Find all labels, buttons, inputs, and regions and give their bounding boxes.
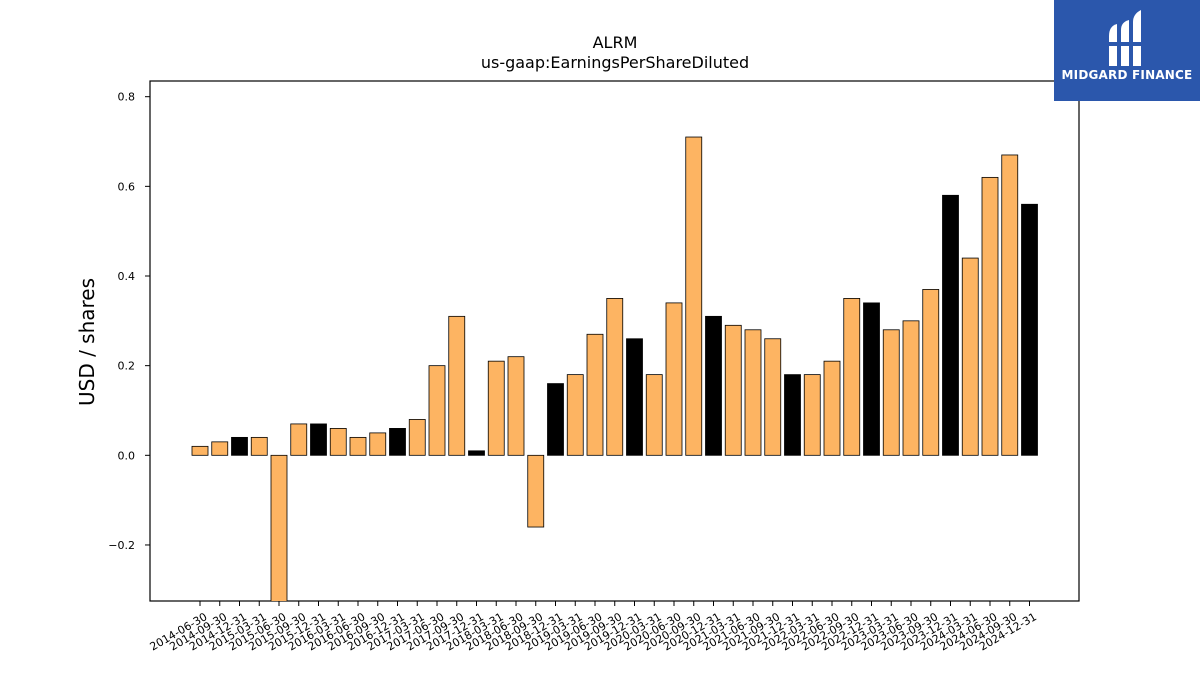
- bar-2023-06-30: [902, 320, 920, 456]
- bar-2022-03-31: [803, 374, 821, 456]
- bar-2024-03-31: [961, 257, 979, 456]
- bar-2022-12-31: [863, 302, 880, 456]
- bar-2016-06-30: [349, 436, 367, 456]
- bar-2024-06-30: [981, 176, 999, 456]
- bar-2022-06-30: [823, 360, 841, 456]
- y-axis-label: USD / shares: [75, 278, 99, 406]
- bar-2018-06-30: [507, 356, 525, 456]
- y-axis: −0.2 0.0 0.2 0.4 0.6 0.8: [108, 91, 150, 552]
- bar-2023-12-31: [942, 194, 959, 456]
- bar-2018-09-30: [527, 454, 545, 528]
- bar-2015-12-31: [310, 423, 327, 456]
- logo-text: MIDGARD FINANCE: [1061, 68, 1193, 82]
- bar-2014-09-30: [211, 441, 229, 456]
- y-tick-label: −0.2: [108, 539, 135, 552]
- bar-2018-03-31: [487, 360, 505, 456]
- y-tick-label: 0.8: [118, 91, 136, 104]
- bar-2020-03-31: [645, 374, 663, 456]
- bar-2019-09-30: [606, 298, 624, 456]
- y-tick-label: 0.4: [118, 270, 136, 283]
- bar-2016-03-31: [329, 428, 347, 456]
- bar-2019-03-31: [566, 374, 584, 456]
- bar-2016-12-31: [389, 428, 406, 456]
- bar-2018-12-31: [547, 383, 564, 456]
- bar-2015-06-30: [270, 454, 288, 601]
- x-axis: 2014-06-302014-09-302014-12-312015-03-31…: [148, 601, 1039, 653]
- y-tick-label: 0.2: [118, 360, 136, 373]
- bar-2017-09-30: [448, 315, 466, 456]
- brand-logo: MIDGARD FINANCE: [1054, 0, 1200, 101]
- bar-2019-12-31: [626, 338, 643, 456]
- logo-mark-icon: [1107, 10, 1143, 66]
- bar-2021-09-30: [764, 338, 782, 456]
- bar-2014-06-30: [191, 445, 209, 456]
- bar-2020-06-30: [665, 302, 683, 456]
- bar-2015-03-31: [250, 436, 268, 456]
- bar-2023-09-30: [922, 289, 940, 456]
- bar-2014-12-31: [231, 436, 248, 456]
- bar-2017-12-31: [468, 450, 485, 456]
- bar-2021-06-30: [744, 329, 762, 456]
- bar-2024-09-30: [1001, 154, 1019, 456]
- bar-2024-12-31: [1021, 203, 1038, 456]
- bar-2020-09-30: [685, 136, 703, 456]
- bar-2021-03-31: [724, 324, 742, 456]
- bar-2019-06-30: [586, 333, 604, 456]
- bar-2017-06-30: [428, 365, 446, 456]
- chart-title: ALRM: [593, 33, 638, 52]
- chart-subtitle: us-gaap:EarningsPerShareDiluted: [481, 53, 749, 72]
- bar-2020-12-31: [705, 315, 722, 456]
- y-tick-label: 0.0: [118, 449, 136, 462]
- bar-2021-12-31: [784, 374, 801, 456]
- bars: [191, 136, 1038, 601]
- bar-2016-09-30: [369, 432, 387, 456]
- bar-2015-09-30: [290, 423, 308, 456]
- bar-2017-03-31: [408, 419, 426, 456]
- bar-2023-03-31: [882, 329, 900, 456]
- bar-2022-09-30: [843, 298, 861, 456]
- y-tick-label: 0.6: [118, 180, 136, 193]
